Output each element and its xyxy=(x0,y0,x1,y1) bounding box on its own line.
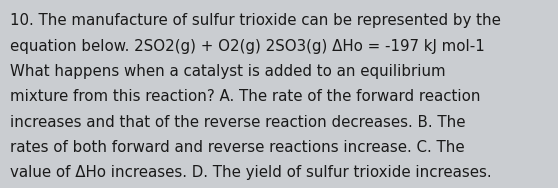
Text: mixture from this reaction? A. The rate of the forward reaction: mixture from this reaction? A. The rate … xyxy=(10,89,480,104)
Text: What happens when a catalyst is added to an equilibrium: What happens when a catalyst is added to… xyxy=(10,64,446,79)
Text: rates of both forward and reverse reactions increase. C. The: rates of both forward and reverse reacti… xyxy=(10,140,465,155)
Text: value of ΔHo increases. D. The yield of sulfur trioxide increases.: value of ΔHo increases. D. The yield of … xyxy=(10,165,492,180)
Text: equation below. 2SO2(g) + O2(g) 2SO3(g) ΔHo = -197 kJ mol-1: equation below. 2SO2(g) + O2(g) 2SO3(g) … xyxy=(10,39,485,54)
Text: 10. The manufacture of sulfur trioxide can be represented by the: 10. The manufacture of sulfur trioxide c… xyxy=(10,13,501,28)
Text: increases and that of the reverse reaction decreases. B. The: increases and that of the reverse reacti… xyxy=(10,115,465,130)
